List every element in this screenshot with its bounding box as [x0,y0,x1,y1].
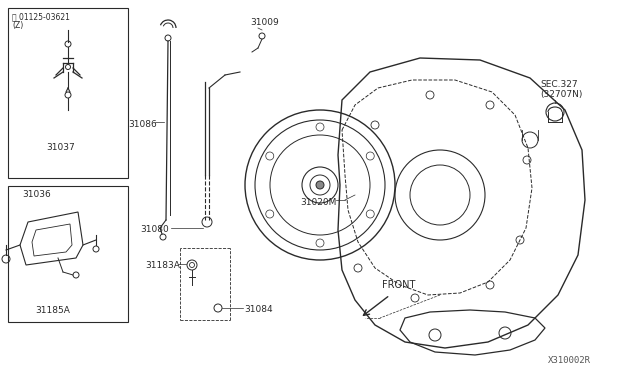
Text: (Z): (Z) [12,21,23,30]
Text: 31183A: 31183A [145,261,180,270]
Text: (32707N): (32707N) [540,90,582,99]
Text: 31037: 31037 [46,143,75,152]
Text: 31020M: 31020M [300,198,337,207]
Text: 31185A: 31185A [35,306,70,315]
Text: X310002R: X310002R [548,356,591,365]
Text: 31084: 31084 [244,305,273,314]
Circle shape [316,181,324,189]
Text: 31009: 31009 [250,18,279,27]
Text: Ⓑ 01125-03621: Ⓑ 01125-03621 [12,12,70,21]
Text: 31086: 31086 [128,120,157,129]
Text: 31036: 31036 [22,190,51,199]
Text: 31080: 31080 [140,225,169,234]
Text: SEC.327: SEC.327 [540,80,578,89]
Text: FRONT: FRONT [382,280,415,290]
